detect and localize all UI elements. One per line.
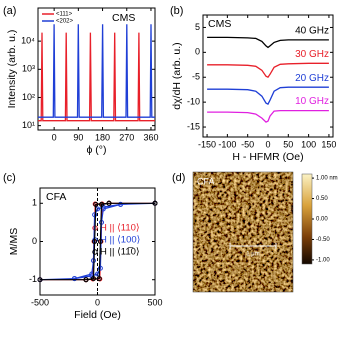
legend-label: H || ⟨100⟩ [100, 235, 141, 246]
x-tick-label: 50 [283, 139, 293, 149]
data-point [97, 265, 103, 271]
y-axis-title: dχ/dH (arb. u.) [171, 42, 183, 109]
data-point [92, 212, 98, 218]
data-point [97, 239, 103, 244]
data-point [93, 201, 99, 207]
data-line [207, 36, 329, 49]
annotation: CFA [46, 191, 66, 203]
annotation: CFA [197, 176, 215, 186]
data-point [106, 200, 112, 206]
x-tick-label: -50 [241, 139, 254, 149]
x-axis-title: Field (Oe) [74, 309, 121, 321]
x-tick-label: -500 [31, 297, 49, 307]
y-tick-label: -1 [29, 274, 37, 284]
data-point [83, 277, 89, 283]
y-tick-label: 0 [195, 47, 200, 57]
y-tick-label: -5 [192, 72, 200, 82]
y-tick-label: 1 [32, 198, 37, 208]
x-axis-title: H - HFMR (Oe) [232, 151, 303, 163]
legend-label: H || ⟨110⟩ [100, 223, 140, 234]
colorbar [301, 173, 313, 265]
panel-label: (d) [172, 172, 185, 184]
y-tick-label: 10³ [22, 64, 35, 74]
x-tick-label: -150 [198, 139, 216, 149]
y-tick-label: 5 [195, 22, 200, 32]
y-tick-label: 10² [22, 92, 35, 102]
data-line [207, 86, 329, 105]
x-tick-label: 360 [143, 132, 158, 142]
data-line [38, 24, 155, 118]
afm-image [193, 172, 293, 292]
legend-label: <202> [56, 19, 74, 25]
y-tick-label: 10¹ [22, 120, 35, 130]
x-tick-label: 150 [321, 139, 336, 149]
x-axis-title: ϕ (°) [87, 144, 107, 156]
x-tick-label: 0 [52, 132, 57, 142]
afm-frame [192, 171, 294, 293]
legend-marker [92, 249, 98, 255]
panel-label: (b) [170, 5, 183, 17]
series-label: 10 GHz [295, 96, 329, 107]
x-tick-label: 270 [119, 132, 134, 142]
data-line [40, 202, 155, 281]
series-label: 20 GHz [295, 73, 329, 84]
y-tick-label: 0 [32, 236, 37, 246]
y-tick-label: -10 [187, 97, 200, 107]
colorbar-tick-label: -1.00 [316, 257, 330, 263]
colorbar-tick-label: 0.00 [316, 217, 328, 223]
legend-label: <111> [56, 12, 73, 18]
data-line [207, 62, 329, 79]
colorbar-tick-label: 1.00 nm [316, 176, 338, 182]
data-point [92, 239, 98, 244]
annotation: CMS [208, 18, 231, 30]
x-tick-label: 180 [95, 132, 110, 142]
legend-label: H || ⟨11̅0⟩ [100, 247, 140, 258]
data-point [96, 276, 102, 282]
data-point [90, 276, 96, 282]
data-point [72, 276, 77, 282]
annotation: CMS [112, 12, 135, 24]
data-point [99, 201, 105, 207]
panel-label: (a) [3, 5, 16, 17]
data-point [118, 201, 123, 207]
data-point [37, 277, 43, 283]
colorbar-tick-label: 0.50 [316, 196, 328, 202]
colorbar-tick-label: -0.50 [316, 237, 330, 243]
x-tick-label: 0 [95, 297, 100, 307]
y-tick-label: -15 [187, 121, 200, 131]
scale-bar-label: 1 μm [246, 252, 259, 258]
y-axis-title: M/MS [8, 228, 20, 255]
data-line [38, 32, 155, 122]
x-tick-label: -100 [218, 139, 236, 149]
x-tick-label: 100 [301, 139, 316, 149]
y-axis-title: Intensity (arb. u.) [6, 30, 18, 109]
data-point [152, 200, 158, 206]
plot-frame [37, 7, 156, 131]
series-label: 40 GHz [295, 26, 329, 37]
data-line [207, 109, 329, 123]
x-tick-label: 0 [265, 139, 270, 149]
x-tick-label: 90 [73, 132, 83, 142]
x-tick-label: 500 [147, 297, 162, 307]
series-label: 30 GHz [295, 49, 329, 60]
panel-label: (c) [3, 172, 16, 184]
y-tick-label: 10⁴ [21, 36, 35, 46]
